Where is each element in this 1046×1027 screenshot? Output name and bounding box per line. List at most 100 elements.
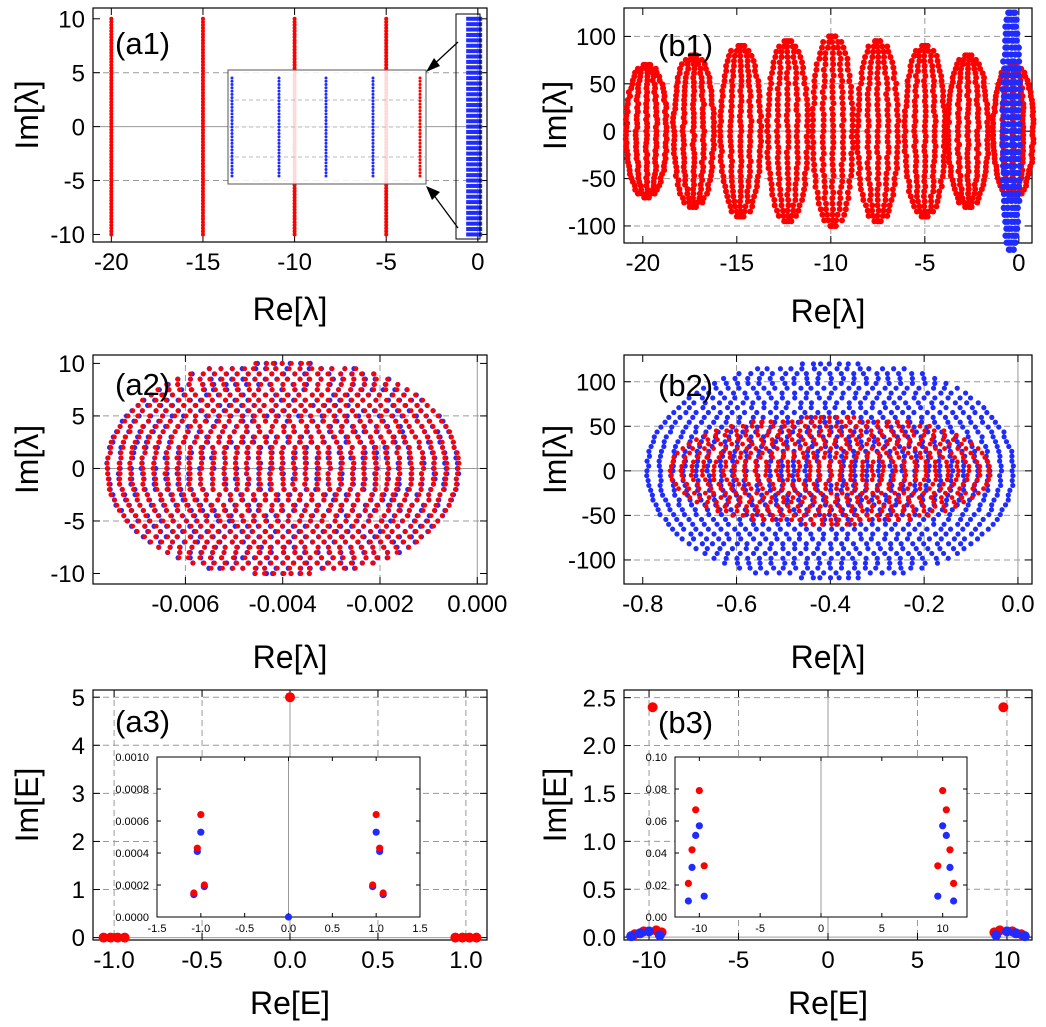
eigenvalue-point bbox=[940, 103, 947, 110]
eigenvalue-point bbox=[298, 571, 304, 576]
eigenvalue-point bbox=[838, 83, 845, 90]
eigenvalue-point bbox=[722, 516, 729, 523]
eigenvalue-point bbox=[957, 516, 964, 523]
eigenvalue-point bbox=[210, 487, 216, 492]
eigenvalue-point bbox=[894, 133, 901, 140]
x-tick-label: -10 bbox=[813, 250, 848, 277]
eigenvalue-point bbox=[849, 105, 856, 112]
eigenvalue-point bbox=[830, 122, 837, 129]
eigenvalue-point bbox=[154, 487, 160, 492]
eigenvalue-point bbox=[798, 550, 804, 557]
eigenvalue-point bbox=[829, 105, 836, 112]
x-tick-label: -5 bbox=[914, 250, 935, 277]
eigenvalue-point bbox=[658, 477, 664, 484]
eigenvalue-point bbox=[848, 133, 855, 140]
eigenvalue-point bbox=[109, 26, 114, 31]
eigenvalue-point bbox=[176, 471, 181, 477]
eigenvalue-point bbox=[905, 521, 911, 527]
eigenvalue-point bbox=[967, 516, 974, 523]
eigenvalue-point bbox=[921, 198, 928, 205]
eigenvalue-point bbox=[396, 397, 401, 403]
eigenvalue-point bbox=[785, 138, 792, 145]
eigenvalue-point bbox=[419, 460, 425, 466]
eigenvalue-point bbox=[994, 516, 1000, 523]
eigenvalue-point bbox=[192, 539, 198, 545]
eigenvalue-point bbox=[938, 78, 945, 85]
eigenvalue-point bbox=[287, 418, 293, 424]
eigenvalue-point bbox=[968, 203, 975, 210]
eigenvalue-point bbox=[315, 445, 321, 450]
eigenvalue-point bbox=[446, 502, 452, 508]
eigenvalue-point bbox=[912, 83, 919, 90]
eigenvalue-point bbox=[855, 122, 862, 129]
eigenvalue-point bbox=[413, 392, 418, 398]
eigenvalue-point bbox=[337, 408, 343, 414]
eigenvalue-point bbox=[698, 159, 705, 166]
eigenvalue-point bbox=[228, 529, 234, 534]
eigenvalue-point bbox=[893, 96, 900, 103]
eigenvalue-point bbox=[776, 80, 783, 87]
eigenvalue-point bbox=[858, 521, 864, 527]
eigenvalue-point bbox=[862, 565, 868, 571]
eigenvalue-point bbox=[736, 113, 743, 120]
eigenvalue-point bbox=[737, 188, 744, 195]
eigenvalue-point bbox=[384, 44, 389, 49]
eigenvalue-point bbox=[277, 164, 281, 168]
eigenvalue-point bbox=[345, 513, 351, 519]
eigenvalue-point bbox=[245, 550, 251, 555]
eigenvalue-point bbox=[328, 429, 334, 435]
eigenvalue-point bbox=[324, 171, 328, 175]
eigenvalue-point bbox=[945, 541, 952, 547]
eigenvalue-point bbox=[930, 188, 937, 195]
eigenvalue-point bbox=[277, 118, 281, 122]
eigenvalue-point bbox=[324, 174, 328, 178]
eigenvalue-point bbox=[766, 91, 773, 98]
eigenvalue-point bbox=[929, 550, 935, 557]
eigenvalue-point bbox=[174, 508, 180, 513]
eigenvalue-point bbox=[109, 87, 114, 92]
eigenvalue-point bbox=[367, 497, 373, 503]
eigenvalue-point bbox=[826, 560, 832, 566]
eigenvalue-point bbox=[439, 513, 445, 519]
eigenvalue-point bbox=[886, 565, 892, 571]
eigenvalue-point bbox=[307, 376, 313, 382]
eigenvalue-point bbox=[391, 403, 397, 408]
eigenvalue-point bbox=[157, 529, 163, 534]
eigenvalue-point bbox=[1015, 190, 1022, 198]
eigenvalue-point bbox=[943, 531, 949, 537]
eigenvalue-point bbox=[954, 550, 961, 557]
eigenvalue-point bbox=[907, 67, 914, 74]
eigenvalue-point bbox=[302, 560, 308, 566]
y-tick-label: -10 bbox=[50, 222, 85, 249]
eigenvalue-point bbox=[869, 202, 876, 209]
eigenvalue-point bbox=[885, 144, 892, 151]
eigenvalue-point bbox=[711, 119, 718, 126]
eigenvalue-point bbox=[672, 101, 679, 108]
eigenvalue-point bbox=[442, 455, 448, 461]
eigenvalue-point bbox=[374, 555, 380, 561]
eigenvalue-point bbox=[723, 188, 730, 195]
eigenvalue-point bbox=[414, 403, 420, 408]
eigenvalue-point bbox=[869, 521, 875, 527]
eigenvalue-point bbox=[233, 550, 239, 555]
eigenvalue-point bbox=[718, 118, 725, 125]
eigenvalue-point bbox=[136, 403, 141, 408]
eigenvalue-point bbox=[901, 118, 908, 125]
y-tick-label: -50 bbox=[581, 166, 616, 193]
eigenvalue-point bbox=[109, 16, 114, 21]
eigenvalue-point bbox=[864, 107, 871, 114]
eigenvalue-point bbox=[146, 418, 151, 424]
eigenvalue-point bbox=[321, 539, 327, 545]
eigenvalue-point bbox=[865, 122, 872, 129]
eigenvalue-point bbox=[256, 460, 262, 466]
eigenvalue-point bbox=[244, 502, 250, 508]
eigenvalue-point bbox=[246, 397, 252, 403]
eigenvalue-point bbox=[829, 83, 836, 90]
eigenvalue-point bbox=[383, 387, 389, 393]
eigenvalue-point bbox=[350, 534, 356, 540]
eigenvalue-point bbox=[883, 91, 890, 98]
eigenvalue-point bbox=[162, 502, 168, 508]
eigenvalue-point bbox=[822, 55, 829, 62]
eigenvalue-point bbox=[790, 207, 797, 214]
eigenvalue-point bbox=[875, 59, 882, 66]
